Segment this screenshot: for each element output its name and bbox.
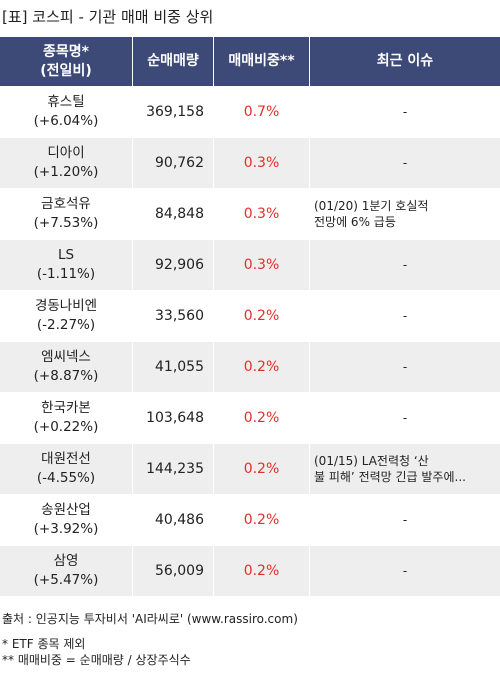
table-row: 휴스틸 (+6.04%) 369,158 0.7% - (0, 87, 500, 138)
net-volume: 56,009 (133, 546, 214, 597)
recent-issue-cell: - (310, 138, 500, 189)
stock-name-cell: 대원전선 (-4.55%) (0, 444, 133, 495)
recent-issue-cell: - (310, 291, 500, 342)
stock-name-cell: LS (-1.11%) (0, 240, 133, 291)
stock-name-cell: 금호석유 (+7.53%) (0, 189, 133, 240)
net-volume: 40,486 (133, 495, 214, 546)
stock-change: (+7.53%) (33, 215, 99, 231)
stock-name: 휴스틸 (47, 94, 85, 110)
header-issue: 최근 이슈 (310, 37, 500, 87)
header-name-line1: 종목명* (43, 43, 89, 60)
table-row: 경동나비엔 (-2.27%) 33,560 0.2% - (0, 291, 500, 342)
recent-issue: - (402, 513, 408, 527)
trade-ratio: 0.3% (214, 240, 310, 291)
net-volume: 103,648 (133, 393, 214, 444)
stock-name: 경동나비엔 (34, 298, 98, 314)
source-note: 출처 : 인공지능 투자비서 'AI라씨로' (www.rassiro.com) (2, 612, 298, 626)
recent-issue: - (402, 105, 408, 119)
trade-ratio: 0.2% (214, 393, 310, 444)
stock-change: (+0.22%) (33, 419, 99, 435)
table-header-row: 종목명* (전일비) 순매매량 매매비중** 최근 이슈 (0, 37, 500, 87)
stock-name: 송원산업 (41, 502, 91, 518)
recent-issue-cell: - (310, 240, 500, 291)
stock-name-cell: 경동나비엔 (-2.27%) (0, 291, 133, 342)
trade-ratio: 0.7% (214, 87, 310, 138)
stock-name-cell: 휴스틸 (+6.04%) (0, 87, 133, 138)
net-volume: 92,906 (133, 240, 214, 291)
recent-issue: - (402, 309, 408, 323)
recent-issue: - (402, 564, 408, 578)
stock-change: (-4.55%) (36, 470, 96, 486)
stock-change: (-1.11%) (36, 266, 96, 282)
ratio-footnote: ** 매매비중 = 순매매량 / 상장주식수 (2, 653, 191, 667)
header-ratio: 매매비중** (214, 37, 310, 87)
stock-name: LS (57, 247, 75, 263)
trade-ratio: 0.2% (214, 495, 310, 546)
trade-ratio: 0.3% (214, 189, 310, 240)
stock-change: (+3.92%) (33, 521, 99, 537)
trade-ratio: 0.3% (214, 138, 310, 189)
table-row: 엠씨넥스 (+8.87%) 41,055 0.2% - (0, 342, 500, 393)
recent-issue: - (402, 258, 408, 272)
net-volume: 33,560 (133, 291, 214, 342)
stock-name-cell: 엠씨넥스 (+8.87%) (0, 342, 133, 393)
stock-change: (+1.20%) (33, 164, 99, 180)
stock-name: 대원전선 (41, 451, 91, 467)
etf-footnote: * ETF 종목 제외 (2, 637, 86, 651)
stock-change: (+5.47%) (33, 572, 99, 588)
header-volume: 순매매량 (133, 37, 214, 87)
recent-issue: (01/15) LA전력청 ‘산 불 피해’ 전력망 긴급 발주에... (314, 454, 466, 484)
stock-name: 한국카본 (41, 400, 91, 416)
net-volume: 144,235 (133, 444, 214, 495)
recent-issue-cell: - (310, 342, 500, 393)
recent-issue-cell: - (310, 546, 500, 597)
stock-name: 금호석유 (41, 196, 91, 212)
header-name-line2: (전일비) (40, 62, 92, 79)
net-volume: 84,848 (133, 189, 214, 240)
trade-ratio: 0.2% (214, 546, 310, 597)
stock-change: (-2.27%) (36, 317, 96, 333)
table-row: 대원전선 (-4.55%) 144,235 0.2% (01/15) LA전력청 ‘산 … (0, 444, 500, 495)
trade-ratio: 0.2% (214, 342, 310, 393)
table-row: 송원산업 (+3.92%) 40,486 0.2% - (0, 495, 500, 546)
table-row: 디아이 (+1.20%) 90,762 0.3% - (0, 138, 500, 189)
net-volume: 41,055 (133, 342, 214, 393)
header-name: 종목명* (전일비) (0, 37, 133, 87)
table-row: LS (-1.11%) 92,906 0.3% - (0, 240, 500, 291)
recent-issue: - (402, 156, 408, 170)
recent-issue-cell: (01/15) LA전력청 ‘산 불 피해’ 전력망 긴급 발주에... (310, 444, 500, 495)
recent-issue: - (402, 411, 408, 425)
recent-issue-cell: - (310, 87, 500, 138)
stock-name: 엠씨넥스 (41, 349, 91, 365)
table-row: 금호석유 (+7.53%) 84,848 0.3% (01/20) 1분기 호실적 전망… (0, 189, 500, 240)
stock-name-cell: 송원산업 (+3.92%) (0, 495, 133, 546)
trade-ratio: 0.2% (214, 444, 310, 495)
stock-change: (+6.04%) (33, 113, 99, 129)
page-title: [표] 코스피 - 기관 매매 비중 상위 (2, 8, 214, 26)
stock-change: (+8.87%) (33, 368, 99, 384)
stock-name-cell: 디아이 (+1.20%) (0, 138, 133, 189)
net-volume: 369,158 (133, 87, 214, 138)
trading-ratio-table: 종목명* (전일비) 순매매량 매매비중** 최근 이슈 휴스틸 (+6.04%)… (0, 37, 500, 597)
recent-issue: - (402, 360, 408, 374)
recent-issue-cell: - (310, 495, 500, 546)
table-row: 삼영 (+5.47%) 56,009 0.2% - (0, 546, 500, 597)
stock-name-cell: 한국카본 (+0.22%) (0, 393, 133, 444)
net-volume: 90,762 (133, 138, 214, 189)
stock-name: 삼영 (53, 553, 79, 569)
table-body: 휴스틸 (+6.04%) 369,158 0.7% - 디아이 (+1.20%) 90,762… (0, 87, 500, 597)
stock-name: 디아이 (47, 145, 85, 161)
stock-name-cell: 삼영 (+5.47%) (0, 546, 133, 597)
trade-ratio: 0.2% (214, 291, 310, 342)
table-row: 한국카본 (+0.22%) 103,648 0.2% - (0, 393, 500, 444)
recent-issue: (01/20) 1분기 호실적 전망에 6% 급등 (314, 199, 429, 229)
recent-issue-cell: - (310, 393, 500, 444)
recent-issue-cell: (01/20) 1분기 호실적 전망에 6% 급등 (310, 189, 500, 240)
